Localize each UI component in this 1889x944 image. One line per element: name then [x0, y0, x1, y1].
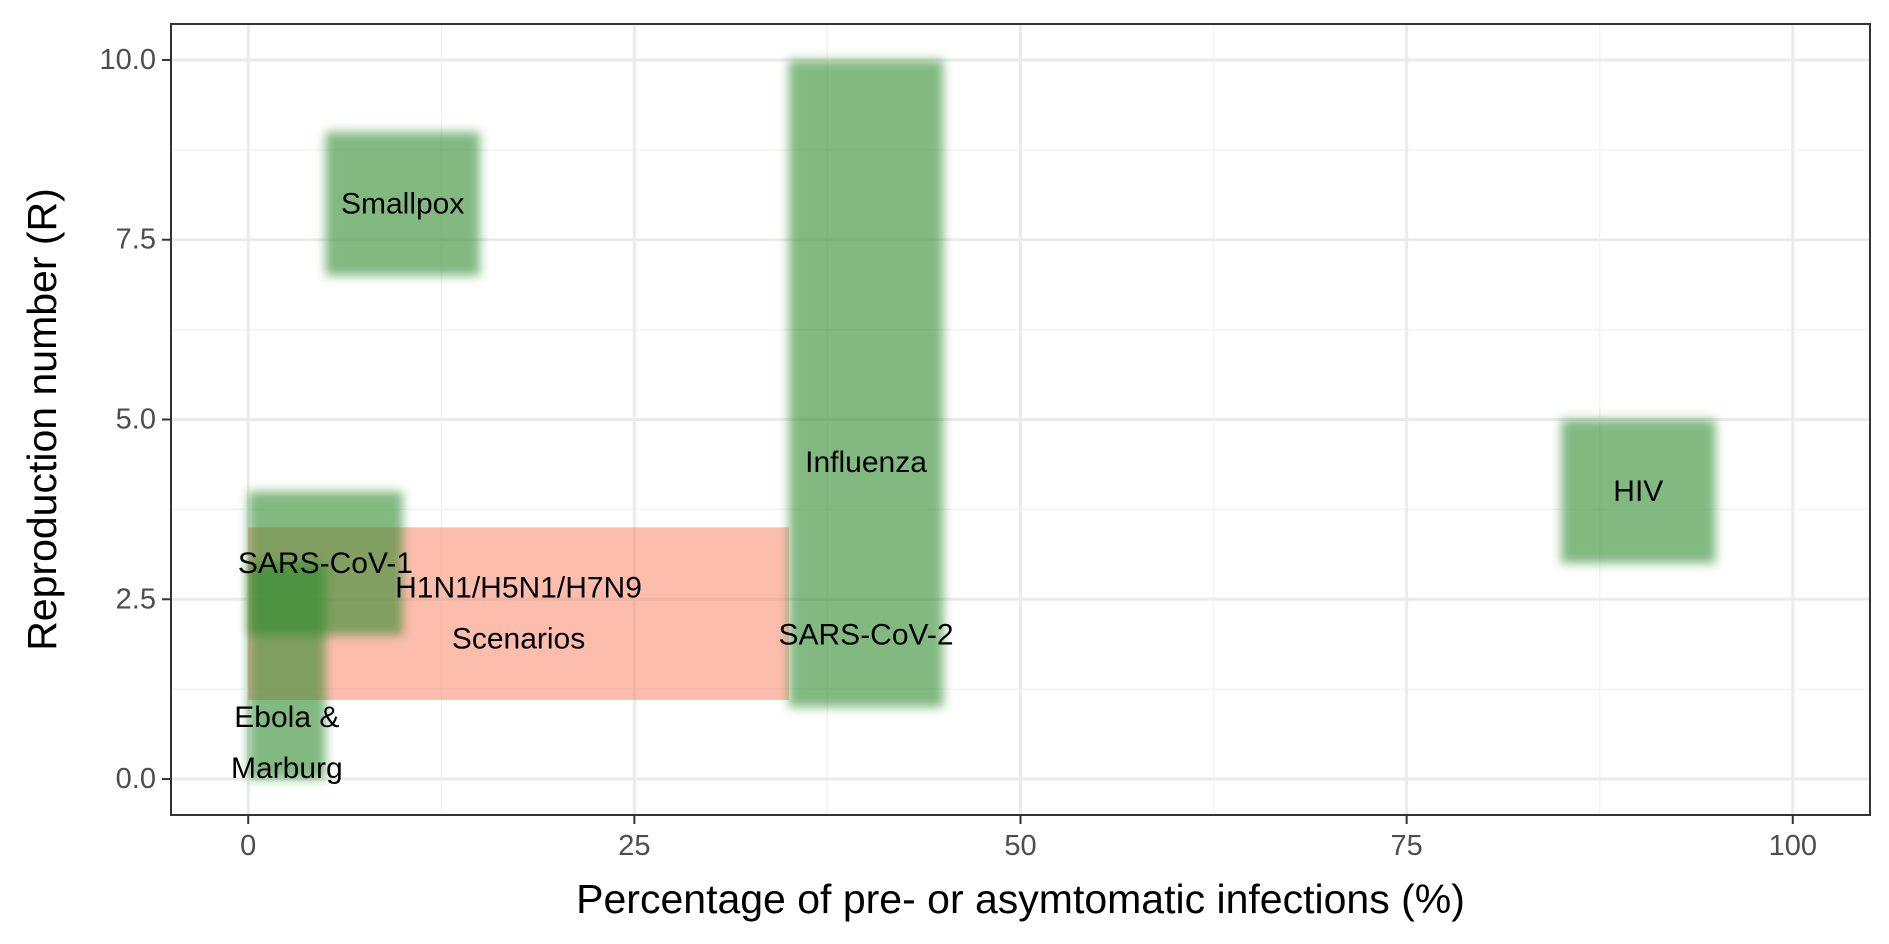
y-tick-label: 0.0 [116, 763, 156, 795]
region-label: H1N1/H5N1/H7N9 [395, 572, 642, 605]
x-tick-label: 50 [1004, 830, 1036, 862]
disease-region [248, 563, 326, 780]
x-axis-title: Percentage of pre- or asymtomatic infect… [576, 876, 1465, 922]
grid [171, 24, 1870, 815]
x-tick-label: 0 [240, 830, 256, 862]
region-label: Scenarios [452, 623, 585, 656]
x-tick-label: 100 [1769, 830, 1817, 862]
disease-region [1561, 419, 1716, 564]
region-labels: Smallpox Influenza SARS-CoV-2 HIV SARS-CoV-1… [231, 187, 1663, 785]
x-tick-label: 75 [1391, 830, 1423, 862]
disease-region [788, 59, 944, 708]
region-label: Influenza [805, 446, 927, 479]
y-tick-label: 5.0 [116, 404, 156, 436]
region-label: SARS-CoV-1 [238, 547, 413, 580]
y-tick-label: 2.5 [116, 583, 156, 615]
region-label: HIV [1613, 475, 1663, 508]
region-label: Smallpox [341, 187, 464, 220]
y-tick-label: 7.5 [116, 224, 156, 256]
y-axis-title: Reproduction number (R) [19, 188, 65, 651]
axis-ticks: 0 25 50 75 100 0.0 2.5 5.0 7.5 10.0 [100, 44, 1817, 862]
region-label: SARS-CoV-2 [779, 619, 954, 652]
region-label: Marburg [231, 752, 343, 785]
region-label: Ebola & [234, 701, 339, 734]
regions [248, 59, 1716, 780]
y-tick-label: 10.0 [100, 44, 156, 76]
x-tick-label: 25 [618, 830, 650, 862]
disease-region [325, 131, 480, 276]
